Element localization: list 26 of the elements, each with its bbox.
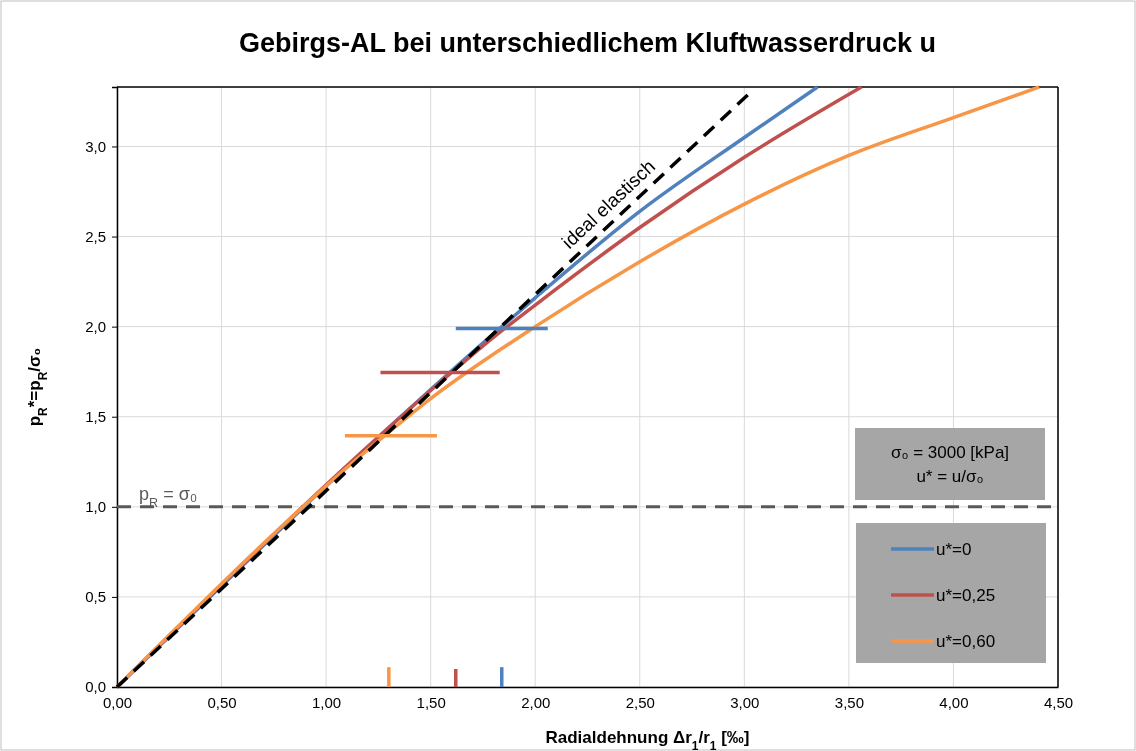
x-tick-label: 2,50 xyxy=(625,693,655,711)
x-tick-label: 1,50 xyxy=(416,693,446,711)
x-tick-label: 4,00 xyxy=(939,693,969,711)
annotation: u* = u/σ₀ xyxy=(916,467,984,486)
x-tick-label: 3,00 xyxy=(730,693,760,711)
legend-label: u*=0 xyxy=(936,540,972,559)
x-tick-label: 3,50 xyxy=(834,693,864,711)
x-tick-label: 0,50 xyxy=(207,693,237,711)
x-tick-label: 0,00 xyxy=(102,693,133,711)
chart-title: Gebirgs-AL bei unterschiedlichem Kluftwasserdruck u xyxy=(238,28,937,58)
ref-line-label: p$_{R}$ = σ₀ xyxy=(139,483,198,510)
note-box: σ₀ = 3000 [kPa] u* = u/σ₀ xyxy=(855,428,1045,500)
legend-label: u*=0,25 xyxy=(936,586,996,605)
y-tick-label: 0,5 xyxy=(85,588,106,606)
y-tick-label: 1,5 xyxy=(85,408,106,426)
y-tick-label: 2,5 xyxy=(85,227,106,245)
x-tick-label: 4,50 xyxy=(1043,693,1074,711)
y-tick-label: 2,0 xyxy=(85,317,106,335)
legend-label: u*=0,60 xyxy=(936,632,996,651)
x-tick-label: 2,00 xyxy=(521,693,551,711)
x-axis-title: Radialdehnung Δr$_{1}$/r$_{1}$ [‰] xyxy=(545,728,750,751)
y-tick-label: 3,0 xyxy=(85,137,106,155)
annotation: σ₀ = 3000 [kPa] xyxy=(890,443,1010,462)
y-tick-label: 1,0 xyxy=(85,498,106,516)
x-tick-label: 1,00 xyxy=(312,693,342,711)
y-tick-label: 0,0 xyxy=(85,678,106,696)
